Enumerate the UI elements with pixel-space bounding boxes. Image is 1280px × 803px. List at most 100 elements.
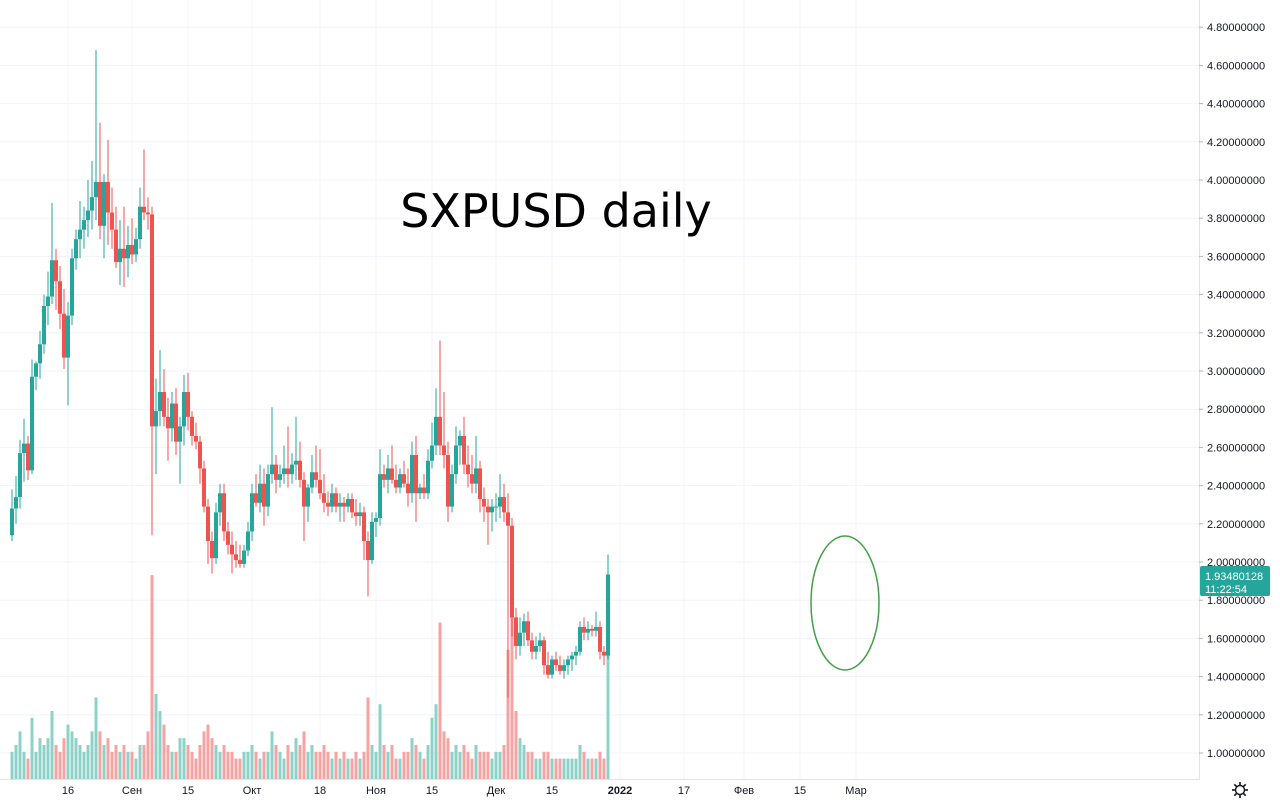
candle-body <box>474 468 478 484</box>
candle-body <box>422 487 426 494</box>
time-tick-label: Окт <box>243 785 262 797</box>
highlight-circle <box>810 535 880 671</box>
volume-bar <box>70 731 74 779</box>
price-tick-label: 3.00000000 <box>1207 366 1265 378</box>
volume-bar <box>190 751 194 779</box>
candle-body <box>566 659 570 666</box>
volume-bar <box>358 758 362 779</box>
candle-body <box>154 411 158 427</box>
candle-body <box>598 626 602 652</box>
volume-bar <box>58 751 62 779</box>
volume-bar <box>382 745 386 779</box>
candle-body <box>114 229 118 263</box>
volume-bar <box>334 751 338 779</box>
time-tick-label: 15 <box>794 785 806 797</box>
volume-bar <box>66 724 70 779</box>
candle-body <box>602 651 606 656</box>
volume-bar <box>314 751 318 779</box>
candle-body <box>338 502 342 507</box>
volume-bar <box>514 711 518 779</box>
volume-bar <box>118 751 122 779</box>
candle-body <box>250 493 254 532</box>
price-tick-label: 4.00000000 <box>1207 175 1265 187</box>
candle-body <box>606 574 610 656</box>
price-tick-label: 3.60000000 <box>1207 251 1265 263</box>
volume-bar <box>338 758 342 779</box>
volume-bar <box>282 758 286 779</box>
volume-bar <box>34 751 38 779</box>
volume-bar <box>330 758 334 779</box>
candle-body <box>162 392 166 417</box>
time-tick-label: 15 <box>182 785 194 797</box>
volume-bar <box>458 751 462 779</box>
candle-body <box>538 640 542 647</box>
candle-body <box>534 646 538 652</box>
candle-body <box>278 474 282 480</box>
candle-body <box>426 460 430 494</box>
candle-body <box>294 460 298 465</box>
volume-bar <box>530 751 534 779</box>
time-axis[interactable]: 16 Сен 15 Окт 18 Ноя 15 Дек 15 2022 17 Фев 15 Мар <box>0 779 1200 798</box>
price-tick-label: 4.80000000 <box>1207 22 1265 34</box>
volume-bar <box>386 751 390 779</box>
candle-body <box>410 455 414 494</box>
candle-body <box>298 460 302 480</box>
candle-body <box>238 560 242 564</box>
time-tick-label: Мар <box>845 785 867 797</box>
candle-body <box>498 497 502 507</box>
candle-body <box>466 464 470 475</box>
volume-bar <box>350 758 354 779</box>
volume-bar <box>462 745 466 779</box>
price-tick-label: 1.00000000 <box>1207 748 1265 760</box>
candle-body <box>18 453 22 498</box>
volume-bar <box>578 745 582 779</box>
volume-bar <box>74 738 78 779</box>
volume-bar <box>150 575 154 779</box>
chart-title: SXPUSD daily <box>400 184 712 238</box>
last-price-badge: 1.93480128 11:22:54 <box>1200 566 1270 596</box>
candle-body <box>10 508 14 536</box>
volume-bar <box>418 751 422 779</box>
volume-bar <box>50 711 54 779</box>
volume-bar <box>98 731 102 779</box>
candle-body <box>174 403 178 442</box>
volume-bar <box>138 745 142 779</box>
candle-body <box>478 468 482 499</box>
volume-bar <box>14 745 18 779</box>
volume-bar <box>166 745 170 779</box>
volume-bar <box>558 758 562 779</box>
candle-body <box>66 315 70 358</box>
candle-body <box>362 512 366 541</box>
volume-bar <box>262 751 266 779</box>
volume-bar <box>218 751 222 779</box>
gear-icon[interactable] <box>1232 782 1248 798</box>
candle-body <box>258 483 262 503</box>
price-axis[interactable]: 1.00000000 1.20000000 1.40000000 1.60000000… <box>1199 0 1265 779</box>
volume-bar <box>294 738 298 779</box>
volume-bar <box>186 745 190 779</box>
volume-bar <box>394 758 398 779</box>
candle-body <box>230 544 234 555</box>
volume-bar <box>310 745 314 779</box>
candle-body <box>494 506 498 508</box>
candle-body <box>158 392 162 412</box>
candle-body <box>442 445 446 456</box>
volume-bar <box>522 745 526 779</box>
volume-bar <box>454 745 458 779</box>
volume-bar <box>246 751 250 779</box>
volume-bar <box>230 751 234 779</box>
candle-body <box>214 512 218 559</box>
candle-body <box>394 479 398 488</box>
volume-bar <box>106 738 110 779</box>
candle-body <box>142 206 146 213</box>
candle-body <box>502 497 506 513</box>
volume-bar <box>470 758 474 779</box>
candle-body <box>390 468 394 480</box>
candle-body <box>62 313 66 358</box>
candle-body <box>146 212 150 215</box>
volume-bar <box>258 758 262 779</box>
volume-bar <box>102 745 106 779</box>
candle-body <box>418 487 422 494</box>
